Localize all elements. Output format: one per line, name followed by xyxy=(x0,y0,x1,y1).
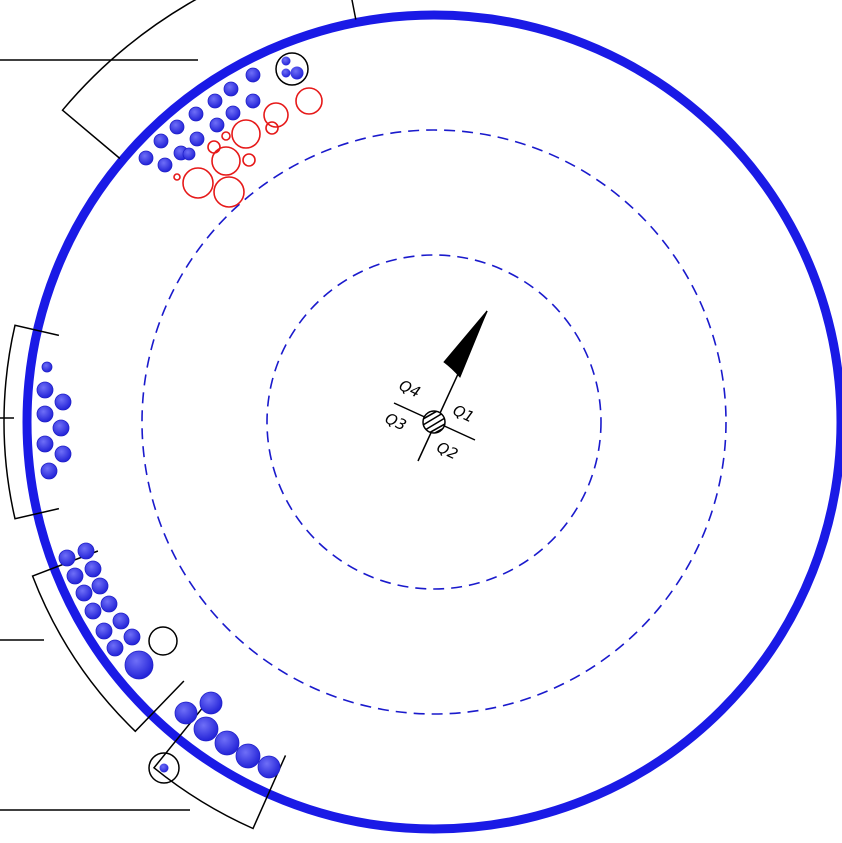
filled-ball xyxy=(84,602,102,620)
holder-ball xyxy=(290,66,304,80)
filled-ball xyxy=(41,361,53,373)
filled-ball xyxy=(123,628,141,646)
filled-ball xyxy=(182,147,196,161)
guide-lines xyxy=(0,59,198,811)
outer-ring xyxy=(22,10,842,834)
filled-ball xyxy=(188,106,204,122)
holder-ball xyxy=(281,56,291,66)
holder-ball xyxy=(281,68,291,78)
red-outline-circle xyxy=(207,140,221,154)
filled-ball xyxy=(157,157,173,173)
filled-ball xyxy=(199,691,223,715)
filled-ball xyxy=(138,150,154,166)
filled-ball xyxy=(106,639,124,657)
filled-ball xyxy=(207,93,223,109)
filled-ball xyxy=(209,117,225,133)
filled-ball xyxy=(66,567,84,585)
quadrant-label-q1: Q1 xyxy=(450,401,477,426)
filled-ball xyxy=(245,93,261,109)
red-outline-circle xyxy=(182,167,214,199)
dashed-circle-outer xyxy=(141,129,727,715)
filled-ball xyxy=(193,716,219,742)
filled-ball xyxy=(54,393,72,411)
filled-ball xyxy=(52,419,70,437)
filled-ball xyxy=(124,650,154,680)
red-outline-circle xyxy=(295,87,323,115)
outline-circle xyxy=(148,626,178,656)
filled-ball xyxy=(235,743,261,769)
dashed-circle-inner xyxy=(266,254,602,590)
filled-ball xyxy=(257,755,281,779)
red-outline-circle xyxy=(263,102,289,128)
quadrant-label-q3: Q3 xyxy=(382,409,409,434)
sector-box-left xyxy=(3,324,60,520)
filled-ball xyxy=(77,542,95,560)
filled-ball xyxy=(189,131,205,147)
filled-ball xyxy=(214,730,240,756)
filled-ball xyxy=(36,381,54,399)
filled-ball xyxy=(36,405,54,423)
filled-ball xyxy=(100,595,118,613)
sector-box-lower xyxy=(31,550,185,733)
filled-ball xyxy=(169,119,185,135)
filled-ball xyxy=(75,584,93,602)
red-outline-circle xyxy=(211,146,241,176)
holder-circle-bottom xyxy=(148,752,180,784)
red-outline-circle xyxy=(231,119,261,149)
red-outline-circle xyxy=(213,176,245,208)
quadrant-label-q2: Q2 xyxy=(434,438,461,463)
filled-ball xyxy=(84,560,102,578)
red-outline-circle xyxy=(173,173,181,181)
direction-arrow xyxy=(443,310,488,378)
holder-circles xyxy=(148,52,309,784)
red-outline-circle xyxy=(242,153,256,167)
filled-ball xyxy=(58,549,76,567)
holder-circle-top xyxy=(275,52,309,86)
ball-groups xyxy=(36,67,323,779)
holder-balls xyxy=(159,56,304,773)
center-marker: Q1 Q2 Q3 Q4 xyxy=(382,310,488,463)
filled-ball xyxy=(54,445,72,463)
quadrant-label-q4: Q4 xyxy=(396,376,423,401)
filled-ball xyxy=(225,105,241,121)
filled-ball xyxy=(174,701,198,725)
filled-ball xyxy=(223,81,239,97)
sector-box-bottom xyxy=(152,705,287,830)
filled-ball xyxy=(36,435,54,453)
holder-ball xyxy=(159,763,169,773)
filled-ball xyxy=(245,67,261,83)
red-outline-circle xyxy=(221,131,231,141)
red-outline-circle xyxy=(265,121,279,135)
filled-ball xyxy=(112,612,130,630)
filled-ball xyxy=(153,133,169,149)
filled-ball xyxy=(91,577,109,595)
sector-box-top xyxy=(61,0,357,160)
filled-ball xyxy=(40,462,58,480)
sector-boxes xyxy=(3,0,357,830)
filled-ball xyxy=(95,622,113,640)
